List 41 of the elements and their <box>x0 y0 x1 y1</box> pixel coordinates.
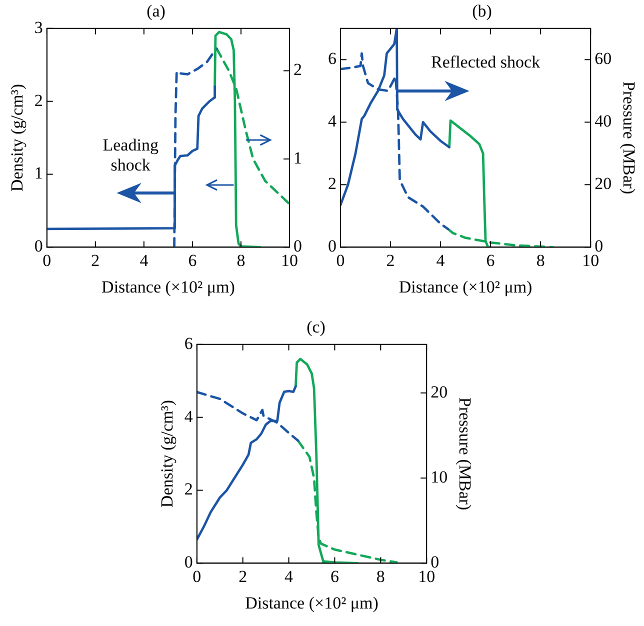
x-tick-label: 4 <box>436 250 446 270</box>
y-tick-label: 6 <box>328 49 336 68</box>
annotation: Reflected shock <box>431 52 541 72</box>
y-tick-label: 2 <box>184 480 193 499</box>
y-tick-label: 4 <box>184 406 194 426</box>
x-axis-title: Distance (×10² μm) <box>245 593 378 612</box>
x-axis-title: Distance (×10² μm) <box>398 277 532 296</box>
y-tick-label: 6 <box>184 334 193 353</box>
x-tick-label: 2 <box>238 566 248 586</box>
y-tick-label: 0 <box>34 236 43 256</box>
x-tick-label: 4 <box>284 566 294 586</box>
x-tick-label: 2 <box>91 250 100 270</box>
chart-title: (c) <box>306 318 326 337</box>
x-tick-label: 8 <box>376 566 385 586</box>
y2-axis-title: Pressure (MBar) <box>455 397 474 510</box>
chart-title: (a) <box>146 2 166 21</box>
y2-tick-label: 1 <box>294 148 302 168</box>
x-tick-label: 8 <box>236 250 246 270</box>
y2-tick-label: 10 <box>430 468 448 487</box>
y-axis-title: Density (g/cm³) <box>158 400 177 508</box>
x-axis-title: Distance (×10² μm) <box>102 277 235 296</box>
y-tick-label: 0 <box>184 552 193 572</box>
y2-axis-title: Pressure (MBar) <box>619 81 638 194</box>
x-tick-label: 8 <box>536 250 545 270</box>
x-tick-label: 4 <box>140 250 149 270</box>
y2-tick-label: 20 <box>430 382 448 402</box>
y2-tick-label: 40 <box>594 112 612 131</box>
y-axis-title: Density (g/cm³) <box>8 84 27 192</box>
y2-tick-label: 60 <box>594 49 612 68</box>
x-tick-label: 2 <box>386 250 395 270</box>
y2-tick-label: 20 <box>594 174 612 194</box>
y-tick-label: 0 <box>328 236 336 256</box>
y-tick-label: 2 <box>34 90 43 110</box>
y-tick-label: 1 <box>34 164 43 183</box>
y-tick-label: 4 <box>328 112 337 131</box>
annotation: Leading shock <box>102 136 159 174</box>
chart-title: (b) <box>472 2 492 21</box>
y-tick-label: 3 <box>34 18 43 37</box>
x-tick-label: 6 <box>486 250 495 270</box>
y2-tick-label: 2 <box>294 60 302 80</box>
y-tick-label: 2 <box>328 174 336 194</box>
